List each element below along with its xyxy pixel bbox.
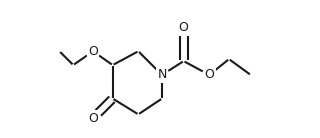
Text: O: O <box>204 68 214 81</box>
Text: O: O <box>179 21 188 34</box>
Text: O: O <box>88 45 98 58</box>
Text: O: O <box>88 112 98 125</box>
Text: N: N <box>157 68 167 81</box>
